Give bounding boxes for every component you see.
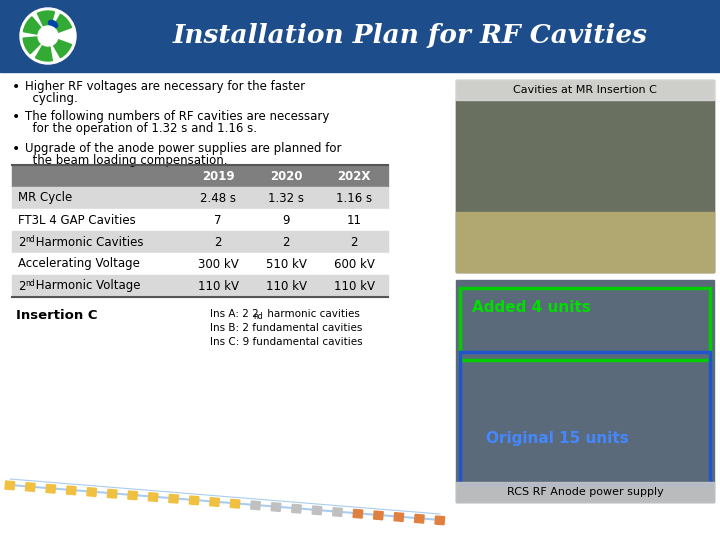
Text: Ins B: 2 fundamental cavities: Ins B: 2 fundamental cavities [210, 323, 362, 333]
Text: Cavities at MR Insertion C: Cavities at MR Insertion C [513, 85, 657, 95]
Text: nd: nd [25, 279, 35, 287]
Text: the beam loading compensation.: the beam loading compensation. [25, 154, 228, 167]
Text: 300 kV: 300 kV [197, 258, 238, 271]
Bar [456, 80, 714, 100]
Bar [5, 481, 14, 490]
Text: Higher RF voltages are necessary for the faster: Higher RF voltages are necessary for the… [25, 80, 305, 93]
Text: 2: 2 [18, 280, 25, 293]
Bar [456, 280, 714, 502]
Bar [292, 504, 301, 513]
Bar [333, 508, 342, 516]
Bar [415, 515, 424, 523]
Text: 11: 11 [346, 213, 361, 226]
Bar [189, 496, 199, 505]
Text: 510 kV: 510 kV [266, 258, 307, 271]
Wedge shape [48, 36, 71, 58]
Text: 2020: 2020 [270, 170, 302, 183]
Text: Ins A: 2 2: Ins A: 2 2 [210, 309, 258, 319]
Text: Harmonic Voltage: Harmonic Voltage [32, 280, 140, 293]
Text: nd: nd [253, 312, 264, 321]
Bar [46, 484, 55, 493]
Bar [230, 500, 240, 508]
Ellipse shape [48, 21, 58, 28]
Bar [12, 253, 388, 275]
Text: Added 4 units: Added 4 units [472, 300, 590, 315]
Text: •: • [12, 142, 20, 156]
Text: 600 kV: 600 kV [333, 258, 374, 271]
Bar [456, 482, 714, 502]
Text: 2: 2 [282, 235, 289, 248]
Bar [12, 165, 388, 187]
Wedge shape [23, 17, 48, 36]
Bar [25, 483, 35, 491]
Bar [460, 352, 710, 484]
Wedge shape [35, 36, 53, 61]
Text: Accelerating Voltage: Accelerating Voltage [18, 258, 140, 271]
Bar [374, 511, 383, 519]
Bar [456, 212, 714, 272]
Bar [353, 509, 363, 518]
Bar [12, 209, 388, 231]
Text: Original 15 units: Original 15 units [486, 430, 629, 445]
Text: 202X: 202X [337, 170, 371, 183]
Text: 110 kV: 110 kV [266, 280, 307, 293]
Bar [107, 489, 117, 498]
Bar [12, 187, 388, 209]
Text: harmonic cavities: harmonic cavities [264, 309, 359, 319]
Text: The following numbers of RF cavities are necessary: The following numbers of RF cavities are… [25, 110, 329, 123]
Text: 2: 2 [215, 235, 222, 248]
Text: Insertion C: Insertion C [16, 309, 97, 322]
Bar [271, 503, 281, 511]
Wedge shape [48, 15, 71, 36]
Text: 110 kV: 110 kV [197, 280, 238, 293]
Bar [0, 72, 720, 540]
Text: 9: 9 [282, 213, 289, 226]
Text: 7: 7 [215, 213, 222, 226]
Circle shape [38, 26, 58, 46]
Bar [87, 488, 96, 496]
Text: 1.16 s: 1.16 s [336, 192, 372, 205]
Text: Installation Plan for RF Cavities: Installation Plan for RF Cavities [173, 24, 647, 49]
Bar [456, 80, 714, 272]
Text: 2: 2 [350, 235, 358, 248]
Bar [435, 516, 445, 525]
Wedge shape [37, 11, 55, 36]
Text: for the operation of 1.32 s and 1.16 s.: for the operation of 1.32 s and 1.16 s. [25, 122, 257, 135]
Bar [168, 494, 179, 503]
Text: FT3L 4 GAP Cavities: FT3L 4 GAP Cavities [18, 213, 136, 226]
Text: 2019: 2019 [202, 170, 234, 183]
Text: 2: 2 [18, 235, 25, 248]
Bar [128, 491, 138, 500]
Text: nd: nd [25, 234, 35, 244]
Text: 1.32 s: 1.32 s [268, 192, 304, 205]
Bar [460, 288, 710, 360]
Bar [66, 486, 76, 495]
Bar [0, 0, 720, 72]
Wedge shape [23, 36, 48, 53]
Bar [312, 506, 322, 515]
Bar [12, 231, 388, 253]
Circle shape [20, 8, 76, 64]
Text: 2.48 s: 2.48 s [200, 192, 236, 205]
Text: MR Cycle: MR Cycle [18, 192, 72, 205]
Bar [148, 492, 158, 502]
Text: •: • [12, 80, 20, 94]
Bar [210, 498, 220, 507]
Text: Ins C: 9 fundamental cavities: Ins C: 9 fundamental cavities [210, 337, 363, 347]
Bar [12, 275, 388, 297]
Text: •: • [12, 110, 20, 124]
Bar [456, 100, 714, 272]
Text: RCS RF Anode power supply: RCS RF Anode power supply [507, 487, 663, 497]
Text: cycling.: cycling. [25, 92, 78, 105]
Bar [251, 501, 261, 510]
Text: Upgrade of the anode power supplies are planned for: Upgrade of the anode power supplies are … [25, 142, 341, 155]
Text: Harmonic Cavities: Harmonic Cavities [32, 235, 143, 248]
Bar [394, 512, 404, 522]
Text: 110 kV: 110 kV [333, 280, 374, 293]
